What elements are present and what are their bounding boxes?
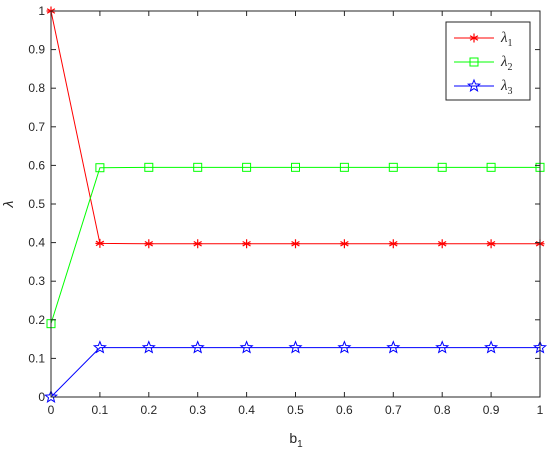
series-3-point <box>435 340 450 354</box>
series-1-point <box>144 239 154 249</box>
series-2-point <box>242 162 252 172</box>
x-tick-label: 0.5 <box>287 403 304 417</box>
y-tick-label: 0.6 <box>28 158 45 172</box>
series-3-point <box>190 340 205 354</box>
legend-label: λ1 <box>500 30 513 49</box>
x-tick-label: 0.6 <box>336 403 353 417</box>
y-tick-label: 0.2 <box>28 313 45 327</box>
x-tick-label: 1 <box>537 403 544 417</box>
series-3-point <box>239 340 254 354</box>
series-layer <box>43 6 548 403</box>
series-3-line <box>50 347 540 398</box>
axes-layer: 0 0.1 0.2 0.3 0.4 0.5 0.6 0.7 0.8 0.9 1 0 0.1 0.2 0.3 0… <box>28 4 543 417</box>
series-1-point <box>339 239 349 249</box>
legend-marker <box>466 78 482 92</box>
y-tick-label: 0 <box>38 390 45 404</box>
x-tick-label: 0.9 <box>483 403 500 417</box>
series-1-point <box>193 239 203 249</box>
legend: λ1 λ2 λ3 <box>445 21 531 101</box>
y-tick-label: 0.8 <box>28 81 45 95</box>
series-2-point <box>388 162 398 172</box>
series-3-point <box>43 389 59 403</box>
series-3-point <box>288 340 303 354</box>
series-3-point <box>484 340 499 354</box>
x-tick-label: 0.3 <box>189 403 206 417</box>
legend-item: λ3 <box>454 78 513 97</box>
legend-item: λ1 <box>454 30 513 49</box>
series-2-point <box>193 162 203 172</box>
series-2-line <box>50 166 540 324</box>
x-tick-label: 0.4 <box>238 403 255 417</box>
legend-item: λ2 <box>454 54 513 73</box>
series-3-point <box>337 340 352 354</box>
y-tick-label: 0.5 <box>28 197 45 211</box>
legend-marker <box>469 57 479 67</box>
x-tick-label: 0.8 <box>434 403 451 417</box>
series-1-point <box>291 239 300 249</box>
series-1-point <box>242 239 252 249</box>
series-3-point <box>141 340 156 354</box>
series-1-point <box>486 239 496 249</box>
y-tick-label: 0.4 <box>28 236 45 250</box>
series-2-point <box>291 162 300 172</box>
series-1-point <box>95 238 105 248</box>
series-2-point <box>95 163 105 173</box>
x-tick-label: 0.7 <box>385 403 402 417</box>
series-1-point <box>437 239 447 249</box>
y-tick-label: 0.3 <box>28 274 45 288</box>
series-2-point <box>144 162 154 172</box>
legend-marker <box>469 33 479 43</box>
x-tick-label: 0.2 <box>140 403 157 417</box>
series-2-point <box>339 162 349 172</box>
y-tick-label: 0.1 <box>28 351 45 365</box>
series-3-point <box>92 340 107 354</box>
series-1-point <box>388 239 398 249</box>
x-tick-label: 0.1 <box>92 403 109 417</box>
series-3-point <box>386 340 401 354</box>
y-tick-label: 0.7 <box>28 120 45 134</box>
x-tick-label: 0 <box>48 403 55 417</box>
y-axis-label: λ <box>0 200 16 208</box>
series-2-point <box>437 162 447 172</box>
y-tick-label: 0.9 <box>28 43 45 57</box>
legend-label: λ2 <box>500 54 513 73</box>
x-axis-label: b1 <box>289 430 303 450</box>
legend-label: λ3 <box>500 78 513 97</box>
series-2-point <box>486 162 496 172</box>
y-tick-label: 1 <box>38 4 45 18</box>
legend-box <box>445 21 531 101</box>
